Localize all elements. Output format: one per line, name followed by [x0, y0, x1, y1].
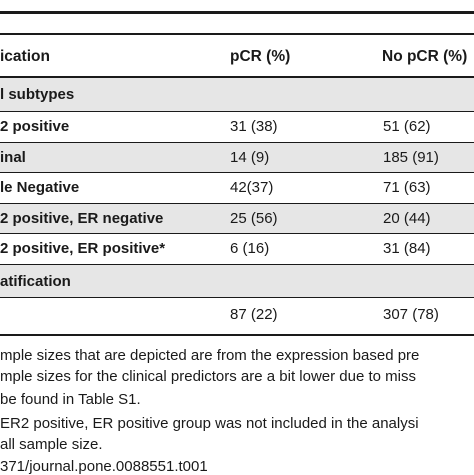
row-label-triple-negative: le Negative	[0, 179, 80, 196]
table-top-rule	[0, 11, 474, 14]
row-label-her2-er-positive: 2 positive, ER positive*	[0, 240, 166, 257]
row-label-her2-positive: 2 positive	[0, 118, 70, 135]
row-pcr-triple-negative: 42(37)	[230, 179, 274, 196]
header-bottom-rule	[0, 76, 474, 78]
section-band-subtypes	[0, 78, 474, 111]
row-divider	[0, 264, 474, 265]
row-divider	[0, 142, 474, 143]
row-divider	[0, 233, 474, 234]
column-header-pcr: pCR (%)	[230, 48, 291, 65]
section-label-subtypes: l subtypes	[0, 86, 75, 103]
column-header-classification: ication	[0, 48, 50, 65]
footnote-line: mple sizes that are depicted are from th…	[0, 347, 420, 364]
row-divider	[0, 111, 474, 112]
row-pcr-her2-er-positive: 6 (16)	[230, 240, 270, 257]
row-label-luminal: inal	[0, 149, 26, 166]
header-top-rule	[0, 33, 474, 35]
section-band-stratification	[0, 265, 474, 297]
footnote-line: be found in Table S1.	[0, 391, 141, 408]
row-nopcr-her2-er-negative: 20 (44)	[383, 210, 431, 227]
doi-line: 371/journal.pone.0088551.t001	[0, 458, 208, 475]
row-divider	[0, 203, 474, 204]
column-header-no-pcr: No pCR (%)	[382, 48, 468, 65]
table-bottom-rule	[0, 334, 474, 336]
row-label-her2-er-negative: 2 positive, ER negative	[0, 210, 164, 227]
row-pcr-her2-positive: 31 (38)	[230, 118, 278, 135]
row-nopcr-triple-negative: 71 (63)	[383, 179, 431, 196]
row-nopcr-overall: 307 (78)	[383, 306, 439, 323]
row-band-luminal	[0, 143, 474, 172]
footnote-line: mple sizes for the clinical predictors a…	[0, 368, 417, 385]
row-divider	[0, 172, 474, 173]
row-divider	[0, 297, 474, 298]
row-pcr-her2-er-negative: 25 (56)	[230, 210, 278, 227]
section-label-stratification: atification	[0, 273, 71, 290]
footnote-line: ER2 positive, ER positive group was not …	[0, 415, 419, 432]
row-nopcr-luminal: 185 (91)	[383, 149, 439, 166]
row-band-her2-er-negative	[0, 204, 474, 233]
footnote-line: all sample size.	[0, 436, 103, 453]
row-pcr-luminal: 14 (9)	[230, 149, 270, 166]
row-nopcr-her2-positive: 51 (62)	[383, 118, 431, 135]
row-nopcr-her2-er-positive: 31 (84)	[383, 240, 431, 257]
row-pcr-overall: 87 (22)	[230, 306, 278, 323]
